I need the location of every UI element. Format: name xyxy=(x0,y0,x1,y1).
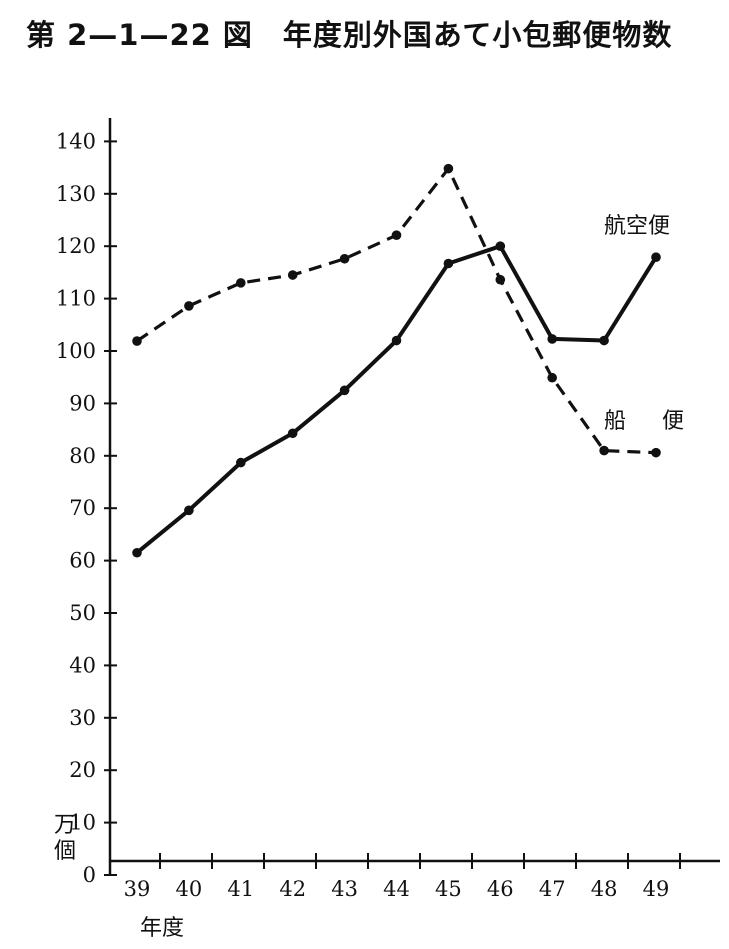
y-tick-label: 40 xyxy=(69,653,96,677)
data-point xyxy=(184,301,194,311)
data-point xyxy=(339,253,350,264)
x-tick-label: 47 xyxy=(539,877,566,901)
data-point xyxy=(184,505,194,516)
y-tick-label: 90 xyxy=(69,391,96,415)
y-tick-label: 120 xyxy=(56,234,96,258)
y-tick-label: 60 xyxy=(69,549,96,573)
data-point xyxy=(547,334,557,344)
data-point xyxy=(599,445,609,456)
data-point xyxy=(651,252,661,263)
data-point xyxy=(236,278,246,288)
data-point xyxy=(236,457,246,468)
data-point xyxy=(287,270,298,280)
x-tick-label: 44 xyxy=(383,877,410,901)
y-tick-label: 70 xyxy=(69,496,96,520)
x-axis-label: 年度 xyxy=(140,916,184,941)
y-tick-label: 130 xyxy=(56,182,96,206)
y-tick-label: 0 xyxy=(83,863,96,887)
data-point xyxy=(132,336,142,346)
x-tick-label: 41 xyxy=(227,877,254,901)
y-tick-label: 20 xyxy=(69,758,96,782)
y-tick-label: 50 xyxy=(69,601,96,625)
data-point xyxy=(391,230,402,240)
series-label-air: 航空便 xyxy=(604,214,670,239)
data-point xyxy=(391,335,402,346)
x-tick-label: 48 xyxy=(591,877,618,901)
data-point xyxy=(547,372,557,383)
data-point xyxy=(599,335,609,346)
series-label-sea: 船便 xyxy=(604,409,684,434)
chart-title: 第 2—1—22 図 年度別外国あて小包郵便物数 xyxy=(26,18,673,52)
data-point xyxy=(495,274,506,285)
y-tick-label: 140 xyxy=(56,129,96,153)
y-unit-label-bottom: 個 xyxy=(54,839,76,864)
x-tick-label: 40 xyxy=(176,877,203,901)
y-tick-label: 10 xyxy=(69,811,96,835)
data-point xyxy=(339,385,350,396)
y-unit-label-top: 万 xyxy=(54,813,76,838)
data-point xyxy=(132,547,142,558)
x-tick-label: 49 xyxy=(643,877,670,901)
y-tick-label: 100 xyxy=(56,339,96,363)
y-tick-label: 30 xyxy=(69,706,96,730)
x-ticks: 39 40 41 42 43 44 45 46 47 48 49 xyxy=(124,853,681,901)
y-tick-label: 110 xyxy=(56,287,96,311)
series-layer xyxy=(132,163,661,558)
y-ticks: 0 10 20 30 40 50 60 70 80 90 100 110 120 130 140 xyxy=(56,129,117,887)
x-tick-label: 46 xyxy=(487,877,514,901)
data-point xyxy=(651,447,661,458)
x-tick-label: 43 xyxy=(331,877,358,901)
y-tick-label: 80 xyxy=(69,444,96,468)
data-point xyxy=(495,241,506,251)
data-point xyxy=(443,258,454,269)
x-tick-label: 45 xyxy=(435,877,462,901)
series-line-air xyxy=(135,244,658,555)
series-line-sea xyxy=(136,167,657,455)
x-tick-label: 39 xyxy=(124,877,151,901)
data-point xyxy=(443,163,454,174)
x-tick-label: 42 xyxy=(279,877,306,901)
data-point xyxy=(287,428,298,439)
